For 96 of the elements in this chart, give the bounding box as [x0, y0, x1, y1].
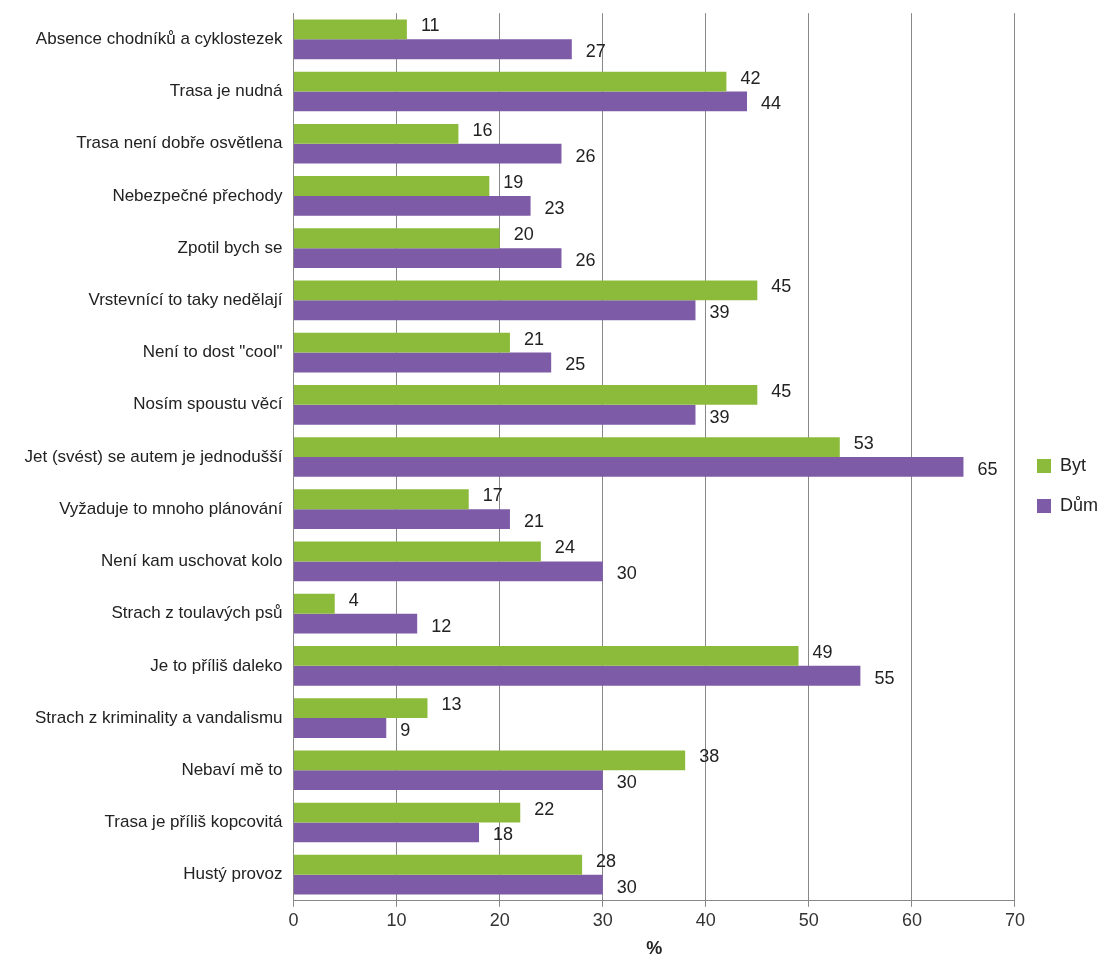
y-tick-label: Nosím spoustu věcí — [133, 394, 283, 414]
bar — [294, 874, 603, 895]
data-label: 24 — [554, 537, 575, 558]
data-label: 22 — [534, 798, 555, 819]
x-tick-label: 20 — [489, 909, 510, 930]
data-label: 16 — [472, 119, 493, 140]
y-tick-label: Hustý provoz — [183, 864, 283, 884]
y-tick-label: Není to dost "cool" — [142, 342, 283, 362]
bar — [294, 91, 748, 112]
bar — [294, 698, 428, 719]
bar — [294, 665, 861, 686]
bar — [294, 19, 407, 40]
bar — [294, 750, 686, 771]
data-label: 45 — [771, 276, 792, 297]
bar — [294, 437, 840, 457]
y-tick-label: Strach z toulavých psů — [111, 603, 283, 623]
bar — [294, 332, 510, 353]
data-label: 39 — [709, 406, 730, 427]
data-label: 12 — [431, 615, 452, 636]
bar — [294, 143, 562, 164]
bar — [294, 280, 758, 301]
bar — [294, 770, 603, 791]
bar — [294, 176, 490, 196]
data-label: 49 — [812, 641, 833, 662]
data-label: 19 — [503, 171, 524, 192]
bar — [294, 854, 583, 875]
bar — [294, 39, 572, 60]
data-label: 23 — [544, 197, 565, 218]
bar — [294, 489, 469, 510]
bar — [294, 541, 541, 562]
bar — [294, 646, 799, 666]
bar — [294, 593, 335, 614]
x-tick-label: 30 — [592, 909, 613, 930]
data-label: 42 — [740, 67, 761, 88]
x-tick-label: 70 — [1004, 909, 1026, 930]
data-label: 25 — [565, 354, 586, 375]
data-label: 26 — [575, 250, 596, 271]
data-label: 45 — [771, 380, 792, 401]
data-label: 30 — [616, 876, 637, 897]
x-tick-label: 60 — [901, 909, 922, 930]
bar — [294, 228, 500, 249]
bar — [294, 195, 531, 216]
x-tick-label: 50 — [798, 909, 819, 930]
data-label: 26 — [575, 145, 596, 166]
data-label: 53 — [853, 433, 874, 454]
y-tick-label: Absence chodníků a cyklostezek — [35, 28, 283, 48]
data-label: 65 — [977, 458, 998, 479]
y-tick-label: Vyžaduje to mnoho plánování — [59, 498, 283, 518]
data-label: 20 — [513, 224, 534, 245]
x-axis-title: % — [646, 938, 663, 959]
data-label: 21 — [523, 328, 544, 349]
y-tick-label: Trasa je nudná — [169, 81, 284, 101]
y-tick-label: Nebezpečné přechody — [112, 185, 283, 205]
data-label: 21 — [523, 511, 544, 532]
data-label: 30 — [616, 772, 637, 793]
x-tick-label: 0 — [288, 909, 299, 930]
data-label: 13 — [441, 694, 462, 715]
bar — [294, 613, 418, 634]
x-tick-label: 10 — [386, 909, 407, 930]
data-label: 17 — [482, 485, 503, 506]
bar — [294, 457, 964, 477]
legend-label: Byt — [1060, 454, 1087, 475]
bar — [294, 718, 387, 738]
bar — [294, 384, 758, 405]
y-tick-label: Je to příliš daleko — [150, 655, 283, 675]
bar — [294, 123, 459, 144]
y-tick-label: Nebaví mě to — [181, 759, 283, 779]
x-tick-label: 40 — [695, 909, 716, 930]
y-tick-label: Strach z kriminality a vandalismu — [34, 707, 283, 727]
bar — [294, 822, 480, 843]
y-tick-label: Zpotil bych se — [177, 237, 283, 257]
bar — [294, 561, 603, 582]
y-tick-label: Trasa je příliš kopcovitá — [104, 812, 284, 832]
y-tick-label: Vrstevnící to taky nedělají — [88, 290, 283, 310]
bar — [294, 71, 727, 92]
data-label: 38 — [699, 746, 720, 767]
bar — [294, 404, 696, 425]
data-label: 27 — [585, 41, 606, 62]
data-label: 55 — [874, 667, 895, 688]
data-label: 11 — [420, 15, 440, 36]
bar — [294, 509, 510, 530]
data-label: 9 — [400, 719, 411, 740]
y-tick-label: Jet (svést) se autem je jednodušší — [24, 446, 283, 466]
bar — [294, 300, 696, 321]
data-label: 28 — [596, 850, 617, 871]
data-label: 30 — [616, 563, 637, 584]
bar — [294, 248, 562, 268]
y-tick-label: Trasa není dobře osvětlena — [76, 133, 284, 153]
y-tick-label: Není kam uschovat kolo — [101, 551, 283, 571]
legend-label: Dům — [1060, 494, 1099, 515]
bar — [294, 802, 521, 823]
data-label: 44 — [761, 93, 782, 114]
bar — [294, 352, 552, 373]
data-label: 39 — [709, 302, 730, 323]
data-label: 18 — [493, 824, 514, 845]
data-label: 4 — [348, 589, 359, 610]
